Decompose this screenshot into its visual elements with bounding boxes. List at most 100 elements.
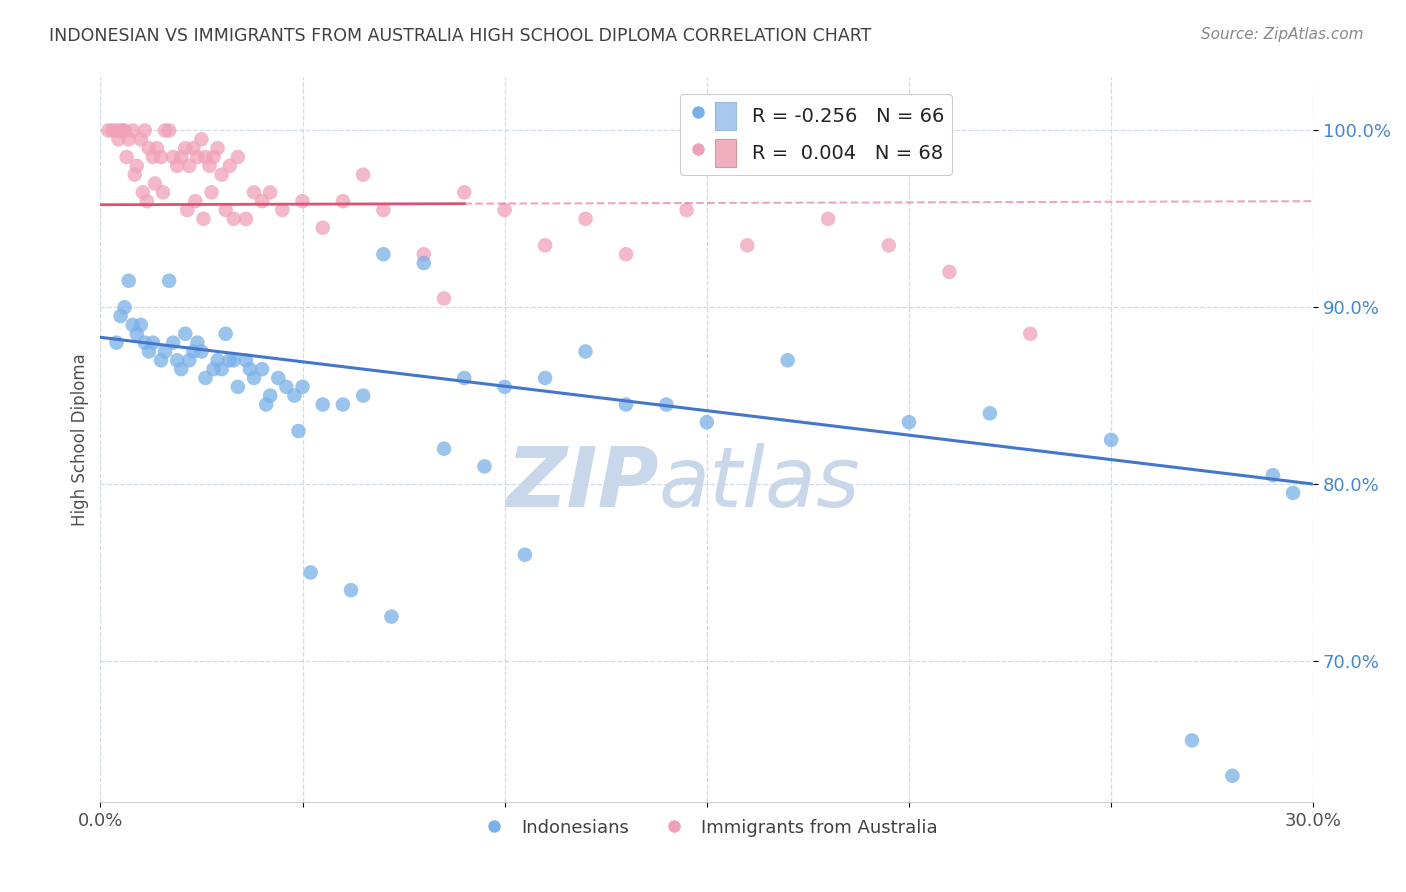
Point — [412, 256, 434, 270]
Point — [574, 211, 596, 226]
Point — [474, 459, 496, 474]
Point — [776, 353, 799, 368]
Point — [513, 548, 536, 562]
Point — [735, 238, 758, 252]
Point — [142, 335, 165, 350]
Point — [132, 186, 155, 200]
Point — [352, 389, 374, 403]
Point — [373, 247, 395, 261]
Point — [146, 141, 169, 155]
Point — [235, 353, 257, 368]
Point — [453, 186, 475, 200]
Point — [380, 609, 402, 624]
Point — [207, 141, 229, 155]
Text: ZIP: ZIP — [506, 442, 658, 524]
Point — [267, 371, 290, 385]
Point — [101, 123, 124, 137]
Point — [174, 141, 197, 155]
Point — [202, 150, 225, 164]
Point — [184, 194, 207, 209]
Point — [114, 123, 136, 137]
Point — [215, 202, 238, 217]
Point — [211, 362, 233, 376]
Point — [271, 202, 294, 217]
Point — [157, 123, 180, 137]
Point — [124, 168, 146, 182]
Point — [186, 335, 208, 350]
Point — [105, 335, 128, 350]
Point — [134, 335, 156, 350]
Point — [332, 397, 354, 411]
Point — [134, 123, 156, 137]
Point — [226, 380, 249, 394]
Point — [170, 362, 193, 376]
Point — [243, 371, 266, 385]
Point — [373, 202, 395, 217]
Text: Source: ZipAtlas.com: Source: ZipAtlas.com — [1201, 27, 1364, 42]
Point — [186, 150, 208, 164]
Point — [696, 415, 718, 429]
Point — [110, 309, 132, 323]
Point — [218, 353, 240, 368]
Point — [877, 238, 900, 252]
Point — [215, 326, 238, 341]
Point — [222, 353, 245, 368]
Point — [152, 186, 174, 200]
Point — [979, 406, 1001, 420]
Point — [817, 211, 839, 226]
Point — [675, 202, 697, 217]
Point — [125, 326, 148, 341]
Point — [291, 194, 314, 209]
Point — [283, 389, 305, 403]
Point — [105, 123, 128, 137]
Point — [200, 186, 222, 200]
Point — [170, 150, 193, 164]
Point — [312, 220, 335, 235]
Point — [259, 389, 281, 403]
Point — [118, 132, 141, 146]
Point — [125, 159, 148, 173]
Point — [179, 353, 201, 368]
Point — [153, 344, 176, 359]
Point — [614, 247, 637, 261]
Point — [1181, 733, 1204, 747]
Point — [239, 362, 262, 376]
Point — [174, 326, 197, 341]
Point — [162, 335, 184, 350]
Point — [129, 318, 152, 332]
Point — [114, 300, 136, 314]
Legend: Indonesians, Immigrants from Australia: Indonesians, Immigrants from Australia — [468, 812, 945, 844]
Point — [494, 202, 516, 217]
Point — [250, 194, 273, 209]
Point — [222, 211, 245, 226]
Point — [138, 344, 160, 359]
Point — [157, 274, 180, 288]
Point — [97, 123, 120, 137]
Point — [534, 371, 557, 385]
Point — [1261, 468, 1284, 483]
Point — [254, 397, 277, 411]
Point — [259, 186, 281, 200]
Point — [150, 353, 173, 368]
Point — [218, 159, 240, 173]
Point — [1099, 433, 1122, 447]
Point — [198, 159, 221, 173]
Point — [150, 150, 173, 164]
Point — [143, 177, 166, 191]
Point — [614, 397, 637, 411]
Point — [938, 265, 960, 279]
Point — [111, 123, 134, 137]
Point — [352, 168, 374, 182]
Point — [183, 344, 205, 359]
Point — [287, 424, 309, 438]
Point — [194, 150, 217, 164]
Point — [190, 132, 212, 146]
Point — [1019, 326, 1042, 341]
Point — [655, 397, 678, 411]
Point — [110, 123, 132, 137]
Point — [250, 362, 273, 376]
Point — [211, 168, 233, 182]
Point — [118, 274, 141, 288]
Point — [176, 202, 198, 217]
Point — [340, 583, 363, 598]
